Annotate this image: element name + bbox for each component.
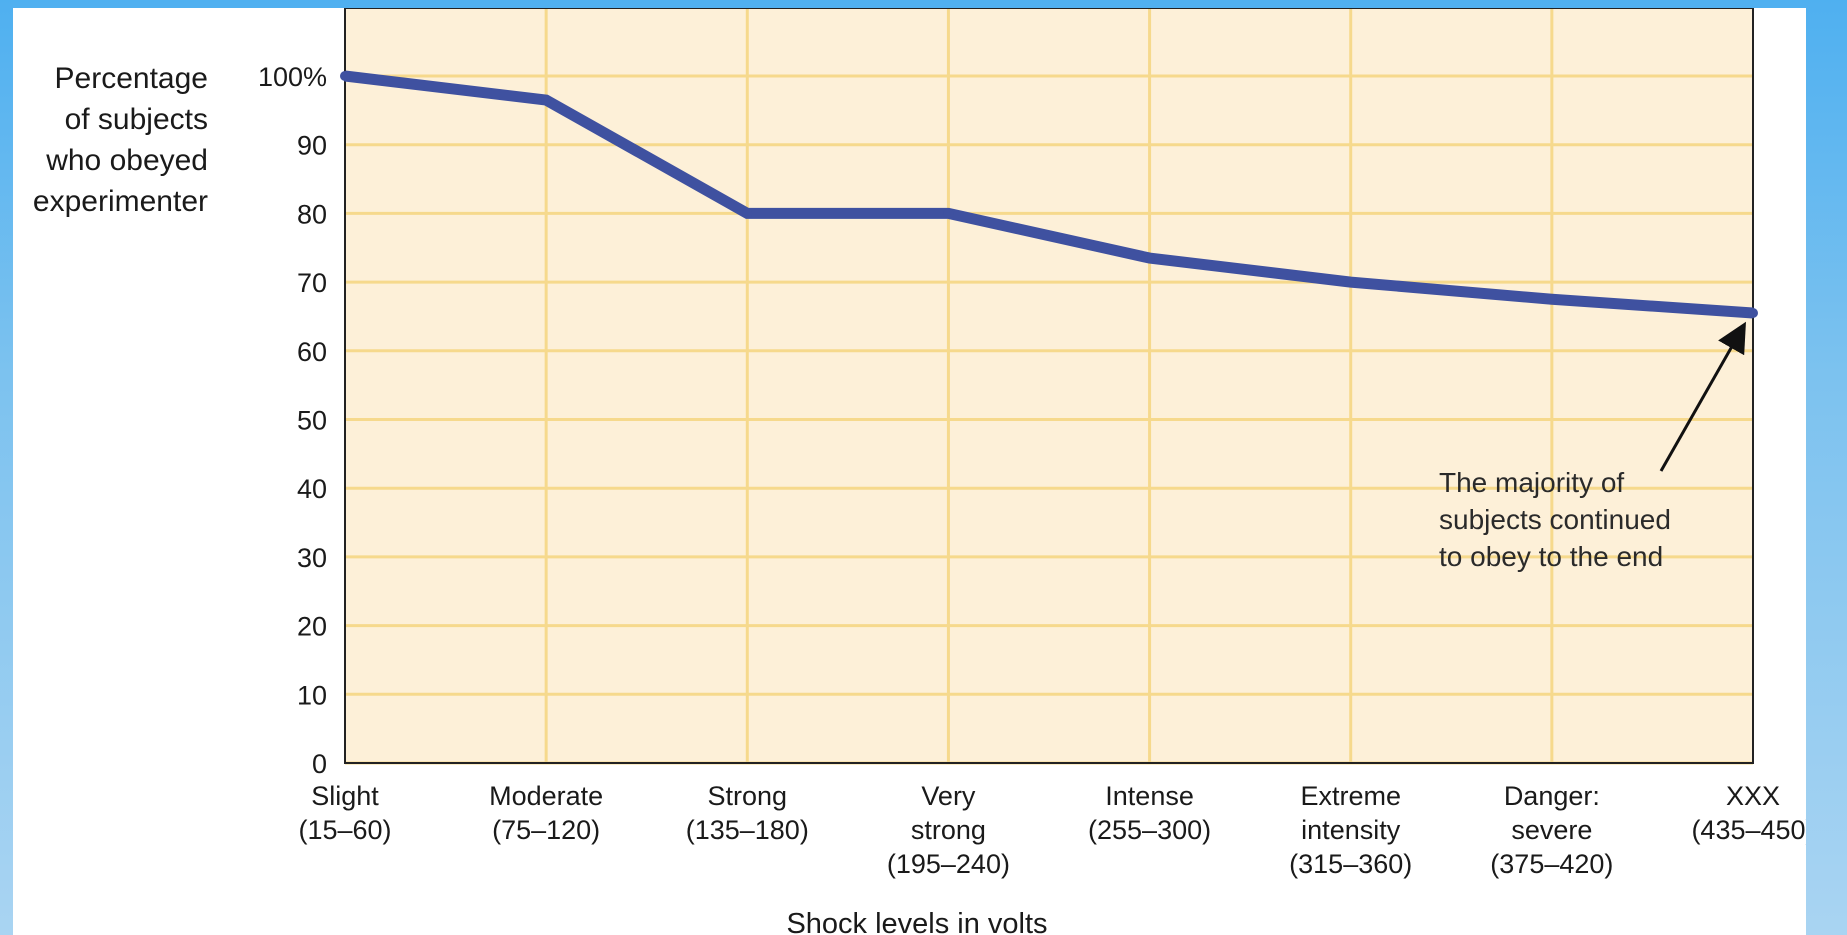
data-point bbox=[943, 208, 954, 219]
x-tick-label: Slight (15–60) bbox=[298, 781, 391, 845]
annotation-text: The majority of subjects continued to obey… bbox=[1439, 467, 1671, 572]
y-axis-label: Percentage of subjects who obeyed experimen… bbox=[33, 62, 208, 218]
x-tick-label: Danger: severe (375–420) bbox=[1490, 781, 1613, 879]
data-point bbox=[1748, 308, 1758, 319]
data-point bbox=[1144, 253, 1155, 264]
chart-panel: 0 10 20 30 40 50 60 70 80 90 100% Percentage of sub… bbox=[13, 8, 1806, 935]
x-tick-label: Extreme intensity (315–360) bbox=[1289, 781, 1412, 879]
x-axis-ticks: Slight (15–60) Moderate (75–120) Strong (135–… bbox=[298, 781, 1806, 879]
y-tick-label: 20 bbox=[297, 612, 327, 642]
y-tick-label: 100% bbox=[258, 62, 327, 92]
data-point bbox=[1345, 277, 1356, 288]
plot-frame bbox=[344, 8, 1754, 764]
x-tick-label: Moderate (75–120) bbox=[489, 781, 603, 845]
y-tick-label: 40 bbox=[297, 474, 327, 504]
y-tick-label: 10 bbox=[297, 680, 327, 710]
annotation-arrow bbox=[1659, 321, 1746, 472]
data-point bbox=[541, 95, 552, 106]
y-tick-label: 50 bbox=[297, 406, 327, 436]
data-point bbox=[340, 71, 350, 81]
y-axis-ticks: 0 10 20 30 40 50 60 70 80 90 100% bbox=[258, 62, 327, 779]
y-tick-label: 80 bbox=[297, 199, 327, 229]
grid-lines bbox=[345, 8, 1753, 765]
x-tick-label: Intense (255–300) bbox=[1088, 781, 1211, 845]
x-tick-label: Very strong (195–240) bbox=[887, 781, 1010, 879]
y-tick-label: 60 bbox=[297, 337, 327, 367]
x-tick-label: XXX (435–450) bbox=[1691, 781, 1806, 845]
x-tick-label: Strong (135–180) bbox=[686, 781, 809, 845]
series-line bbox=[344, 70, 1754, 319]
y-tick-label: 30 bbox=[297, 543, 327, 573]
x-axis-label: Shock levels in volts bbox=[786, 908, 1047, 935]
data-point bbox=[1546, 294, 1557, 305]
plot-background bbox=[345, 8, 1753, 763]
obedience-line-chart: 0 10 20 30 40 50 60 70 80 90 100% Percentage of sub… bbox=[33, 8, 1806, 935]
data-point bbox=[742, 208, 753, 219]
data-points bbox=[340, 71, 1758, 319]
y-tick-label: 70 bbox=[297, 268, 327, 298]
y-tick-label: 90 bbox=[297, 131, 327, 161]
y-tick-label: 0 bbox=[312, 749, 327, 779]
